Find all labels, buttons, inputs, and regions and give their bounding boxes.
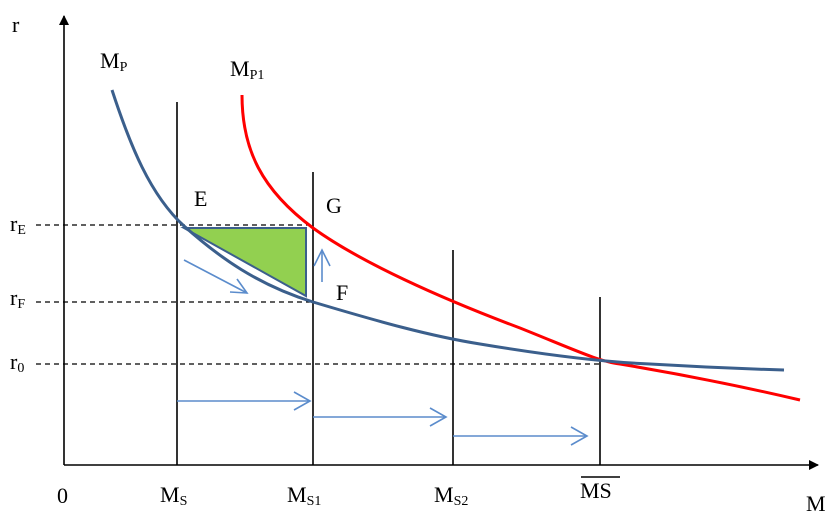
y-axis-label: r: [12, 12, 20, 37]
ms-bar-label: MS: [580, 478, 612, 503]
mp-curve-label: MP: [100, 48, 128, 75]
ms-label: MS: [160, 482, 187, 509]
r-e-label: rE: [10, 211, 26, 238]
mp-curve: [110, 89, 785, 372]
arrow-ms2-to-ms-bar: [453, 426, 589, 446]
money-supply-lines: [176, 102, 601, 465]
ms2-label: MS2: [434, 482, 468, 509]
r-0-label: r0: [10, 349, 24, 376]
ms1-label: MS1: [287, 482, 321, 509]
point-e-label: E: [194, 186, 207, 211]
rate-guides: [36, 224, 600, 365]
mp1-curve: [240, 94, 801, 402]
arrow-f-to-g: [313, 248, 331, 282]
mp1-curve-label: MP1: [230, 56, 264, 83]
point-g-label: G: [326, 193, 342, 218]
x-axis-label: M: [806, 491, 826, 513]
shift-arrows: [177, 248, 589, 446]
arrow-ms1-to-ms2: [313, 407, 448, 427]
axes: [59, 15, 819, 470]
origin-label: 0: [57, 483, 68, 508]
r-f-label: rF: [10, 285, 25, 312]
arrow-along-mp: [183, 259, 249, 294]
point-f-label: F: [336, 280, 348, 305]
arrow-ms-to-ms1: [177, 391, 312, 411]
shaded-triangle: [180, 227, 307, 298]
